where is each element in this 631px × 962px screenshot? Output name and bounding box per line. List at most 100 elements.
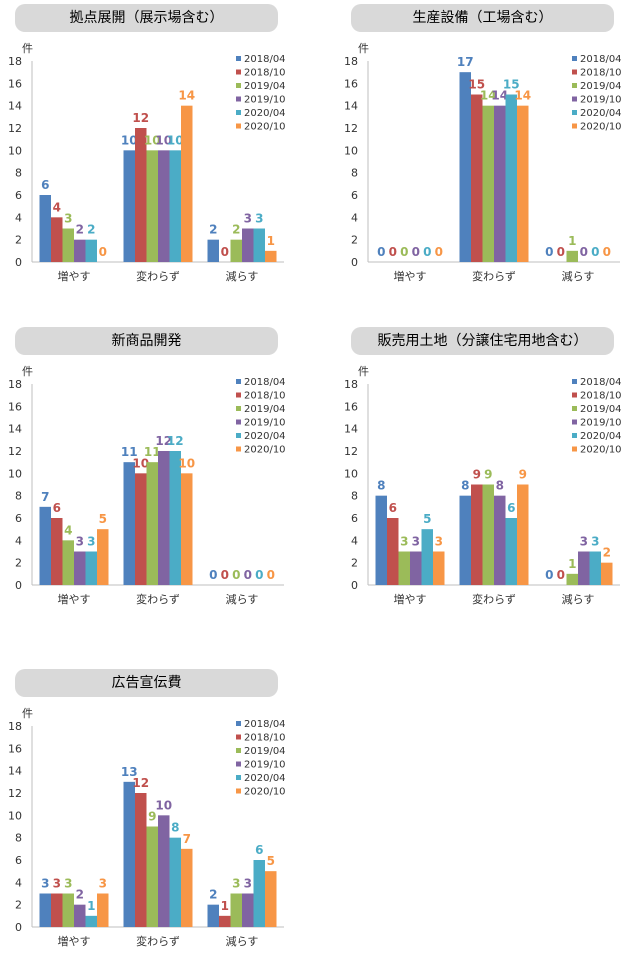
data-label: 6 — [53, 501, 61, 515]
legend-label: 2020/10 — [244, 122, 286, 133]
chart-title: 新商品開発 — [15, 327, 278, 355]
bar — [39, 506, 51, 585]
y-tick-label: 12 — [8, 445, 22, 458]
data-label: 0 — [580, 245, 588, 259]
data-label: 6 — [389, 501, 397, 515]
y-tick-label: 10 — [8, 809, 22, 822]
x-tick-label: 変わらず — [136, 592, 180, 606]
data-label: 0 — [377, 245, 385, 259]
bar — [74, 551, 86, 585]
data-label: 0 — [99, 245, 107, 259]
data-label: 8 — [377, 479, 385, 493]
data-label: 3 — [232, 877, 240, 891]
y-tick-label: 12 — [344, 445, 358, 458]
legend-label: 2019/10 — [244, 418, 286, 429]
legend-swatch — [572, 433, 577, 438]
x-tick-label: 変わらず — [472, 269, 516, 283]
legend-label: 2020/04 — [244, 431, 286, 442]
legend-label: 2018/10 — [580, 391, 622, 402]
y-tick-label: 4 — [15, 876, 22, 889]
bar — [62, 893, 74, 927]
data-label: 6 — [507, 501, 515, 515]
bar — [471, 94, 483, 262]
legend-swatch — [572, 96, 577, 102]
data-label: 5 — [423, 512, 431, 526]
bar — [482, 105, 494, 263]
y-tick-label: 4 — [351, 534, 358, 547]
y-tick-label: 8 — [15, 167, 22, 180]
bar — [230, 893, 242, 927]
bar — [158, 815, 170, 927]
legend-label: 2018/04 — [244, 54, 286, 65]
legend-label: 2019/10 — [580, 418, 622, 429]
data-label: 15 — [468, 78, 485, 92]
bar — [85, 551, 97, 585]
bar — [398, 551, 410, 585]
bar — [39, 195, 51, 262]
data-label: 0 — [545, 568, 553, 582]
data-label: 8 — [496, 479, 504, 493]
bar — [135, 128, 147, 262]
data-label: 8 — [461, 479, 469, 493]
data-label: 14 — [480, 89, 497, 103]
data-label: 1 — [87, 899, 95, 913]
data-label: 11 — [121, 445, 138, 459]
x-tick-label: 減らす — [562, 592, 595, 606]
legend-swatch — [572, 419, 577, 425]
bar — [421, 529, 433, 585]
data-label: 3 — [580, 535, 588, 549]
legend-swatch — [572, 446, 577, 452]
bar — [387, 518, 399, 585]
legend-label: 2018/10 — [244, 68, 286, 79]
x-tick-label: 増やす — [394, 270, 427, 283]
y-tick-label: 2 — [15, 899, 22, 912]
legend-swatch — [236, 110, 241, 115]
legend-label: 2020/04 — [580, 108, 622, 119]
y-tick-label: 10 — [8, 144, 22, 157]
x-tick-label: 減らす — [226, 269, 259, 283]
legend-label: 2020/04 — [244, 773, 286, 784]
y-tick-label: 0 — [351, 256, 358, 269]
y-tick-label: 4 — [15, 211, 22, 224]
legend-swatch — [236, 721, 241, 726]
data-label: 9 — [148, 810, 156, 824]
y-tick-label: 0 — [15, 921, 22, 934]
bar — [51, 217, 63, 262]
data-label: 13 — [121, 765, 138, 779]
bar — [181, 473, 193, 585]
data-label: 11 — [144, 445, 161, 459]
data-label: 3 — [412, 535, 420, 549]
bar — [505, 94, 517, 262]
data-label: 12 — [132, 776, 149, 790]
legend-swatch — [236, 761, 241, 767]
y-tick-label: 14 — [8, 765, 22, 778]
legend-swatch — [572, 110, 577, 115]
data-label: 10 — [144, 133, 161, 147]
legend-label: 2020/10 — [244, 445, 286, 456]
bar — [74, 239, 86, 262]
bar — [253, 228, 265, 262]
data-label: 3 — [64, 877, 72, 891]
bar — [459, 495, 471, 585]
legend-swatch — [236, 123, 241, 129]
data-label: 2 — [603, 546, 611, 560]
bar — [62, 540, 74, 585]
y-tick-label: 18 — [8, 378, 22, 391]
data-label: 7 — [183, 832, 191, 846]
y-tick-label: 14 — [344, 423, 358, 436]
bar — [62, 228, 74, 262]
data-label: 9 — [519, 468, 527, 482]
bar — [265, 250, 277, 262]
y-tick-label: 2 — [15, 234, 22, 247]
y-tick-label: 0 — [15, 579, 22, 592]
legend-swatch — [236, 69, 241, 75]
data-label: 3 — [591, 535, 599, 549]
legend-label: 2020/10 — [580, 122, 622, 133]
legend-label: 2018/04 — [244, 377, 286, 388]
bar — [97, 529, 109, 585]
bar — [253, 860, 265, 927]
x-tick-label: 減らす — [226, 934, 259, 948]
data-label: 2 — [209, 888, 217, 902]
